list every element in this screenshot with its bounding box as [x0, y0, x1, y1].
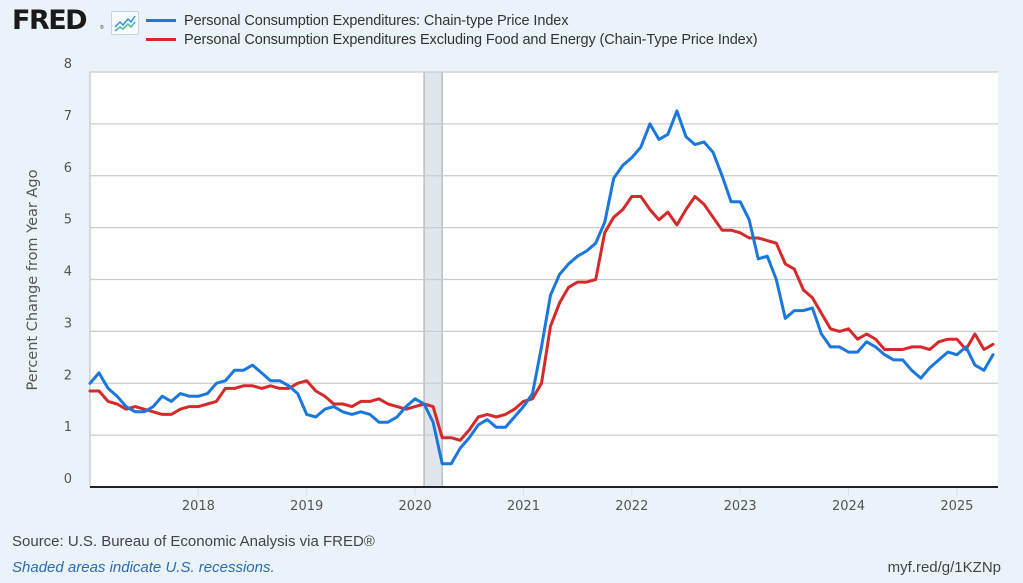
- x-tick-label: 2023: [724, 499, 757, 514]
- y-tick-label: 5: [64, 213, 72, 228]
- y-tick-label: 7: [64, 109, 72, 124]
- y-tick-label: 0: [64, 472, 72, 487]
- y-tick-label: 8: [64, 57, 72, 72]
- legend-swatch-core-pce: [146, 38, 176, 41]
- recession-note: Shaded areas indicate U.S. recessions.: [12, 559, 275, 576]
- legend-label-core-pce: Personal Consumption Expenditures Exclud…: [184, 31, 758, 48]
- line-chart-icon[interactable]: [111, 11, 139, 35]
- x-tick-label: 2020: [399, 499, 432, 514]
- legend-label-pce: Personal Consumption Expenditures: Chain…: [184, 12, 569, 29]
- x-tick-labels: 2018 2019 2020 2021 2022 2023 2024 2025: [182, 488, 973, 514]
- legend-swatch-pce: [146, 19, 176, 22]
- x-tick-label: 2018: [182, 499, 215, 514]
- x-tick-label: 2024: [832, 499, 865, 514]
- y-tick-label: 4: [64, 265, 72, 280]
- chart-header: FRED ® Personal Consumption Expenditures…: [0, 0, 1023, 56]
- x-tick-label: 2019: [290, 499, 323, 514]
- y-tick-label: 3: [64, 316, 72, 331]
- chart-legend: Personal Consumption Expenditures: Chain…: [146, 11, 758, 49]
- y-tick-labels: 0 1 2 3 4 5 6 7 8: [64, 57, 72, 487]
- legend-item-core-pce[interactable]: Personal Consumption Expenditures Exclud…: [146, 30, 758, 49]
- series-line-core-pce[interactable]: [88, 195, 995, 442]
- fred-registered-mark: ®: [100, 25, 104, 31]
- series-line-pce[interactable]: [88, 109, 995, 466]
- x-tick-label: 2021: [507, 499, 540, 514]
- x-tick-label: 2022: [615, 499, 648, 514]
- series-lines: [88, 109, 995, 466]
- x-tick-label: 2025: [940, 499, 973, 514]
- legend-item-pce[interactable]: Personal Consumption Expenditures: Chain…: [146, 11, 758, 30]
- y-tick-label: 6: [64, 161, 72, 176]
- y-tick-label: 1: [64, 420, 72, 435]
- short-link[interactable]: myf.red/g/1KZNp: [887, 559, 1001, 576]
- fred-logo[interactable]: FRED: [12, 5, 88, 36]
- y-tick-label: 2: [64, 368, 72, 383]
- source-text: Source: U.S. Bureau of Economic Analysis…: [12, 533, 375, 550]
